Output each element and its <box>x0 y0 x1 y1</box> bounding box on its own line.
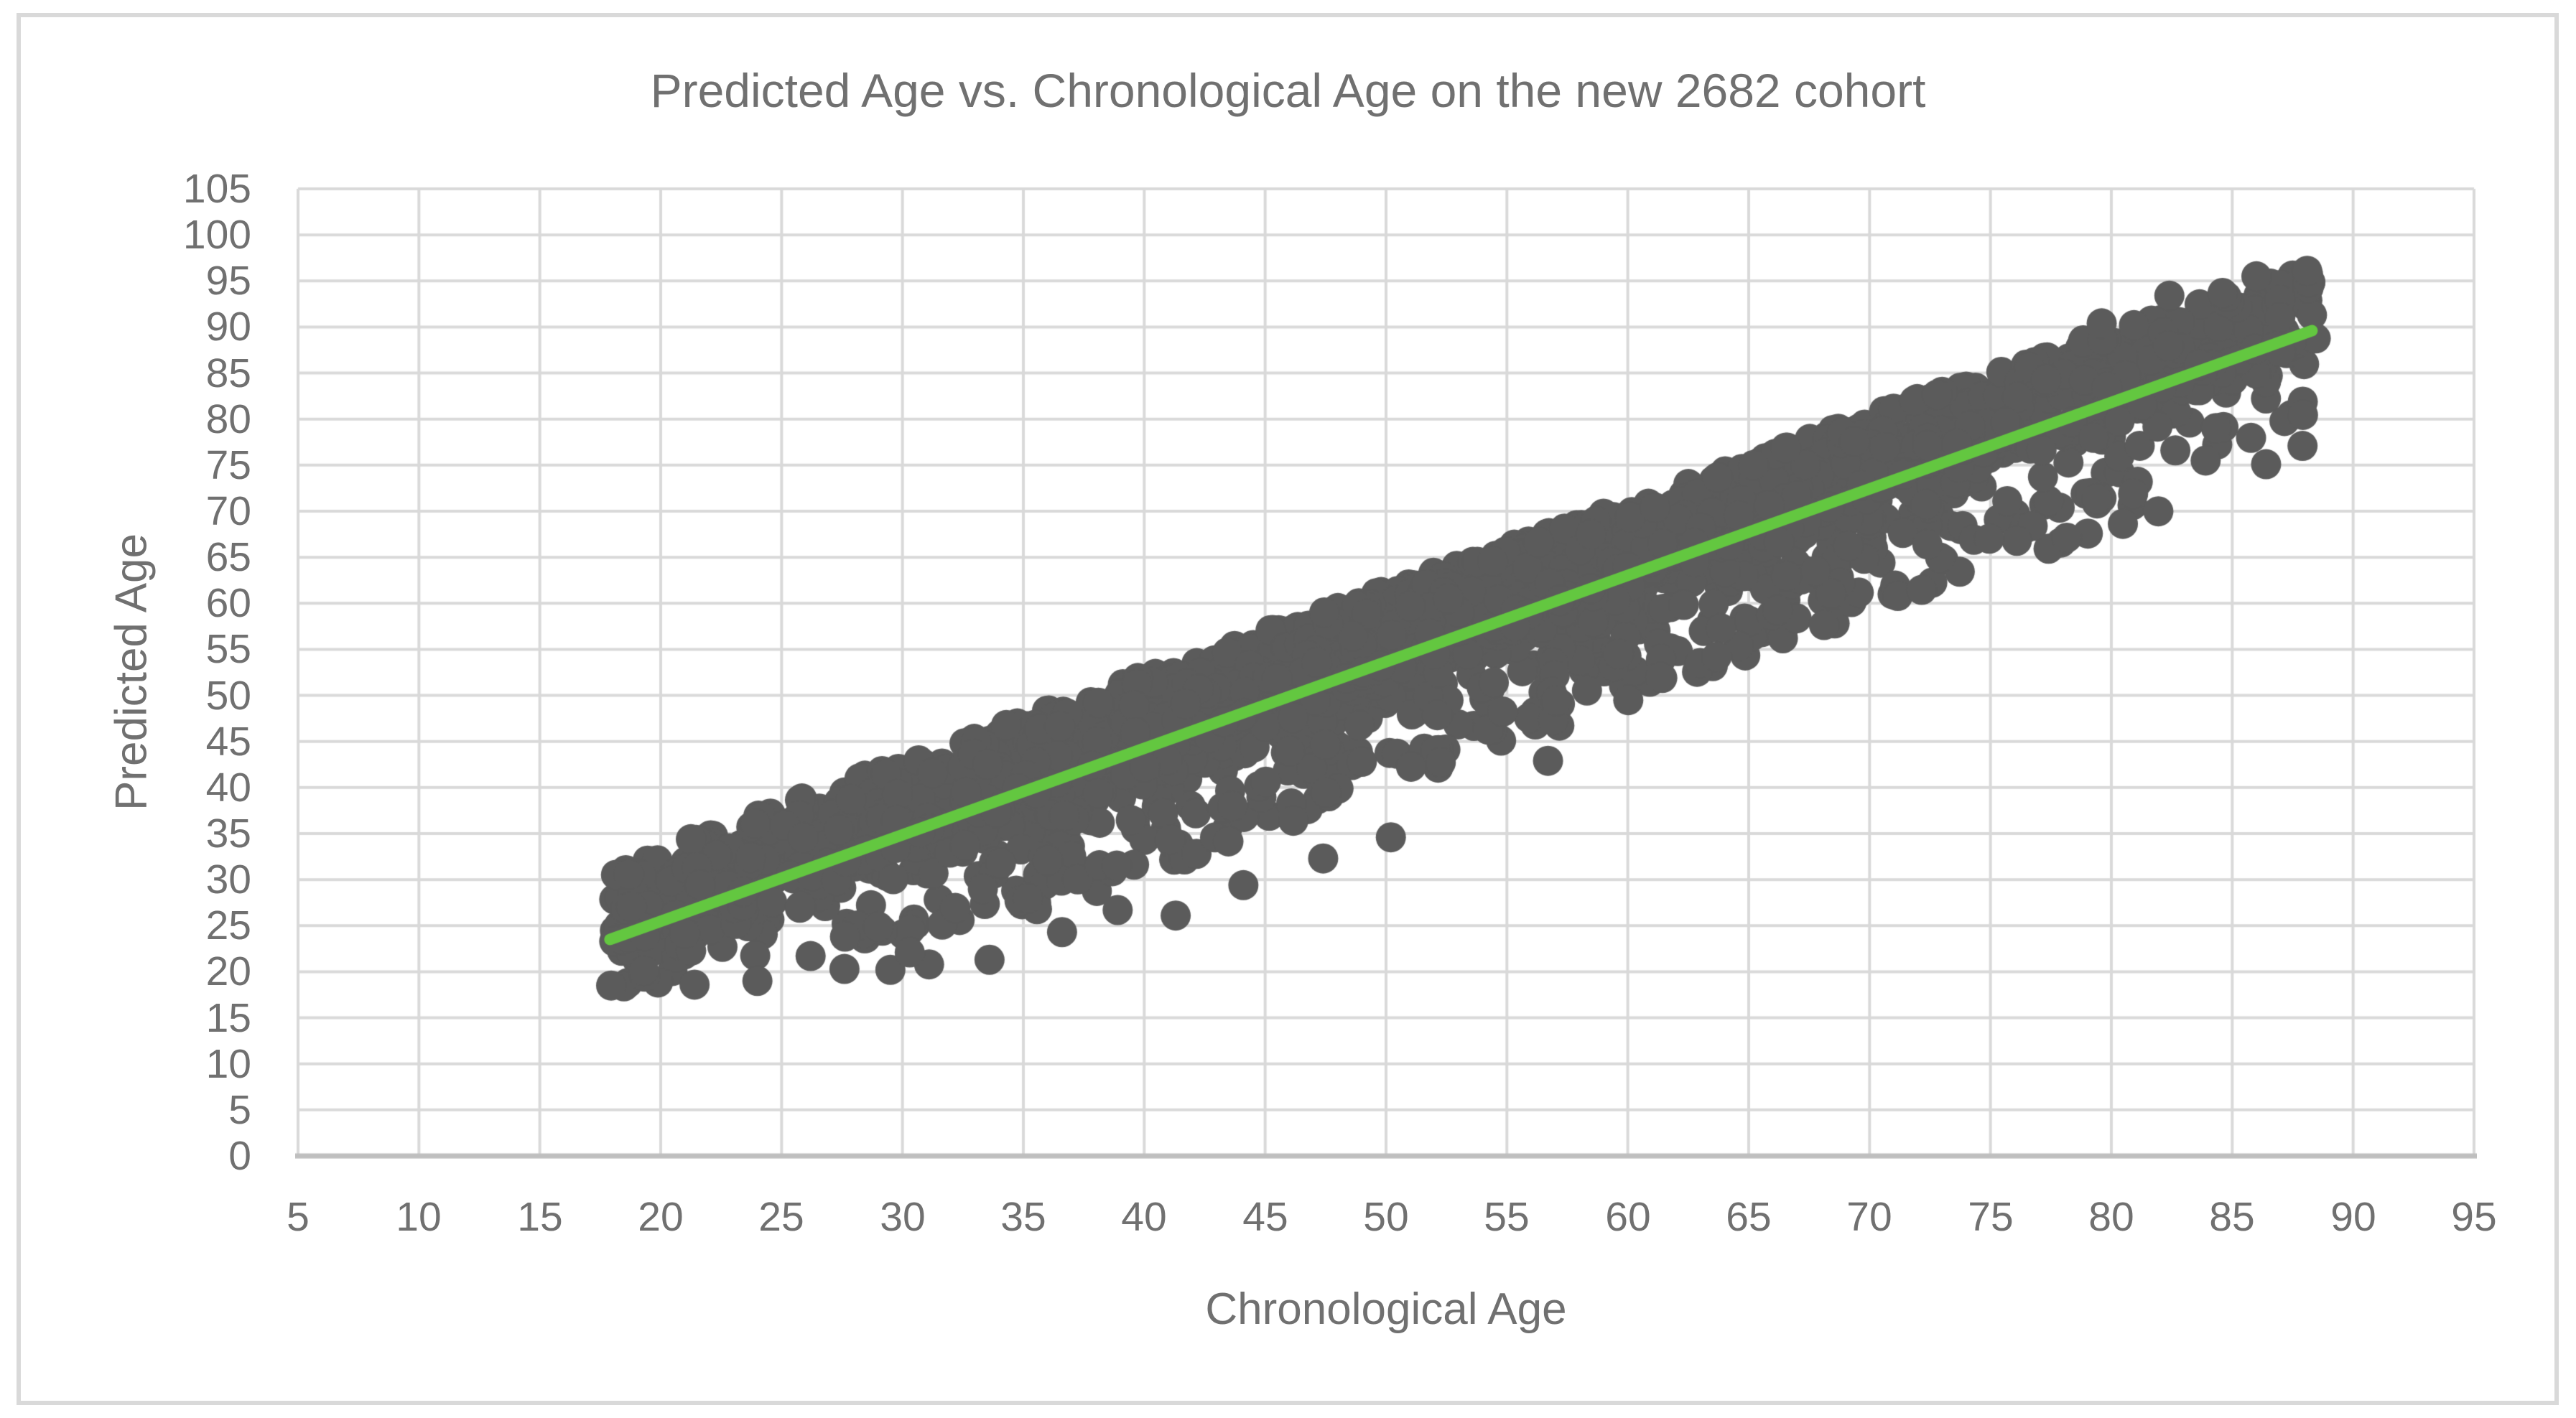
y-axis-title: Predicted Age <box>106 533 157 811</box>
x-axis-title: Chronological Age <box>1205 1284 1567 1334</box>
chart-title: Predicted Age vs. Chronological Age on t… <box>650 64 1926 117</box>
scatter-plot-canvas <box>295 186 2477 1159</box>
